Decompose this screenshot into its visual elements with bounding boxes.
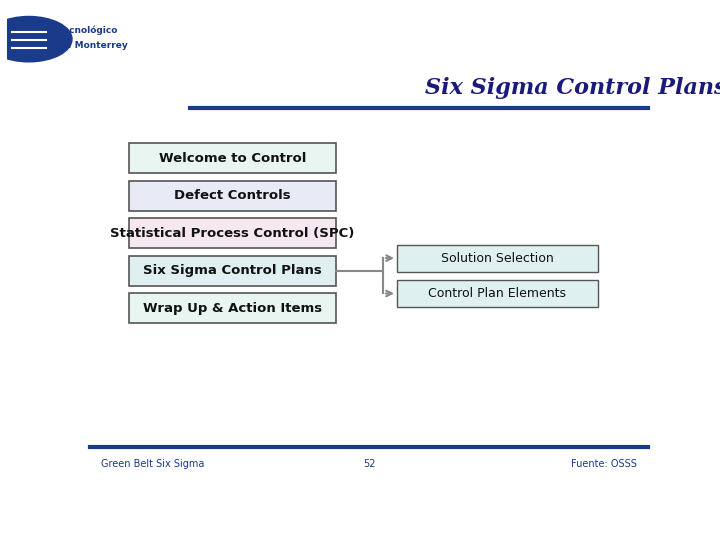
Text: Tecnológico: Tecnológico	[59, 26, 118, 36]
FancyBboxPatch shape	[129, 293, 336, 323]
Text: Six Sigma Control Plans: Six Sigma Control Plans	[425, 77, 720, 99]
Text: Wrap Up & Action Items: Wrap Up & Action Items	[143, 301, 322, 314]
Text: Statistical Process Control (SPC): Statistical Process Control (SPC)	[110, 227, 354, 240]
Text: Green Belt Six Sigma: Green Belt Six Sigma	[101, 459, 204, 469]
Text: 52: 52	[363, 459, 375, 469]
FancyBboxPatch shape	[129, 255, 336, 286]
FancyBboxPatch shape	[129, 181, 336, 211]
Text: Welcome to Control: Welcome to Control	[158, 152, 306, 165]
Text: Defect Controls: Defect Controls	[174, 190, 291, 202]
Text: Control Plan Elements: Control Plan Elements	[428, 287, 567, 300]
Text: Solution Selection: Solution Selection	[441, 252, 554, 265]
Text: Six Sigma Control Plans: Six Sigma Control Plans	[143, 264, 322, 277]
Text: Fuente: OSSS: Fuente: OSSS	[571, 459, 637, 469]
Circle shape	[0, 16, 72, 62]
FancyBboxPatch shape	[397, 280, 598, 307]
FancyBboxPatch shape	[129, 218, 336, 248]
FancyBboxPatch shape	[397, 245, 598, 272]
FancyBboxPatch shape	[129, 144, 336, 173]
Text: de Monterrey: de Monterrey	[59, 42, 127, 50]
